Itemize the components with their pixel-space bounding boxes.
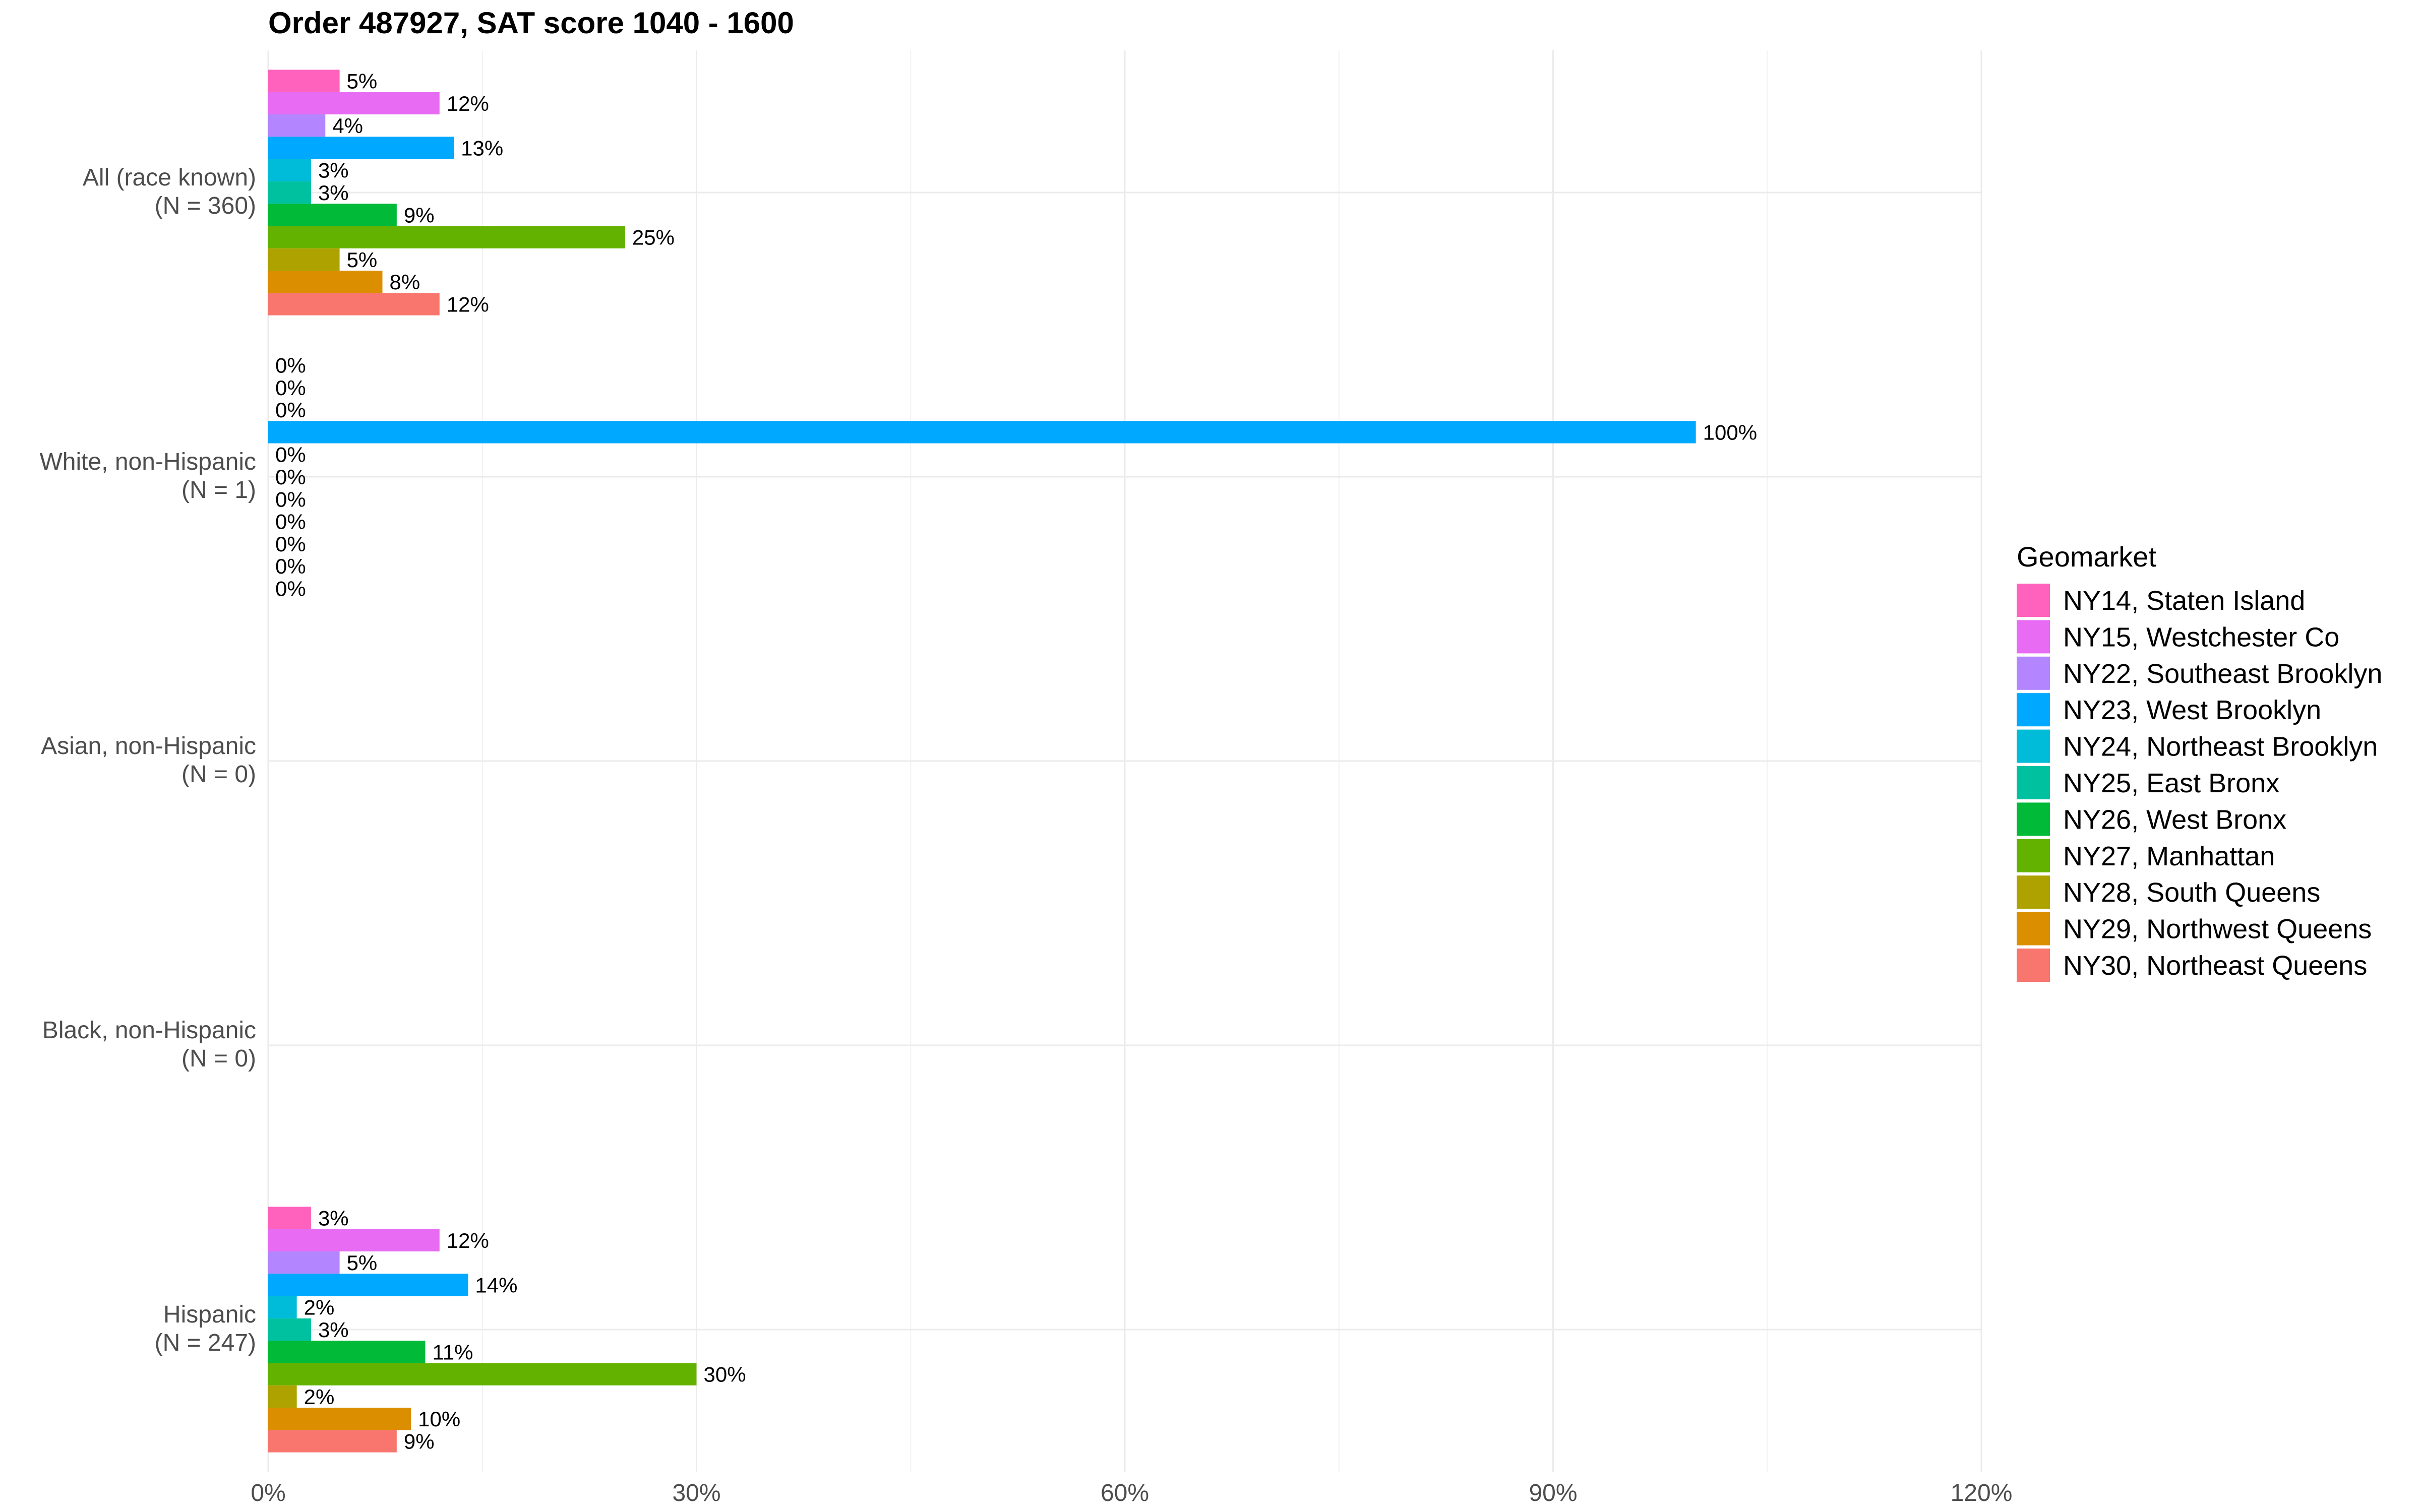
data-label: 13% xyxy=(461,136,503,160)
legend-label: NY25, East Bronx xyxy=(2063,768,2279,798)
data-label: 0% xyxy=(275,398,306,422)
category-label: Black, non-Hispanic (N = 0) xyxy=(42,1017,256,1072)
data-label: 4% xyxy=(332,114,363,138)
data-label: 12% xyxy=(447,293,489,317)
x-tick-label: 60% xyxy=(1101,1480,1149,1506)
bar xyxy=(268,226,625,248)
bar xyxy=(268,1207,311,1229)
legend-key xyxy=(2017,839,2050,872)
bar xyxy=(268,1363,697,1385)
bar xyxy=(268,293,440,316)
bar xyxy=(268,204,397,226)
bar xyxy=(268,1274,468,1296)
legend-key xyxy=(2017,584,2050,617)
legend-label: NY23, West Brooklyn xyxy=(2063,695,2321,725)
data-label: 3% xyxy=(318,1207,349,1230)
bar xyxy=(268,421,1696,444)
category-labels: All (race known) (N = 360) White, non-Hisp… xyxy=(39,164,256,1356)
grid xyxy=(267,50,1982,1472)
x-tick-label: 90% xyxy=(1529,1480,1577,1506)
bar xyxy=(268,114,326,137)
chart-title: Order 487927, SAT score 1040 - 1600 xyxy=(268,6,794,40)
bar xyxy=(268,1341,426,1363)
data-label: 0% xyxy=(275,554,306,578)
category-label: All (race known) (N = 360) xyxy=(83,164,256,219)
data-label: 9% xyxy=(404,203,435,227)
x-tick-label: 30% xyxy=(672,1480,720,1506)
legend-label: NY30, Northeast Queens xyxy=(2063,951,2367,981)
category-label: Asian, non-Hispanic (N = 0) xyxy=(41,733,256,788)
legend-key xyxy=(2017,729,2050,763)
x-tick-label: 0% xyxy=(251,1480,285,1506)
legend-key xyxy=(2017,656,2050,690)
legend-key xyxy=(2017,620,2050,654)
legend-key xyxy=(2017,802,2050,836)
category-label: Hispanic (N = 247) xyxy=(155,1301,256,1356)
legend-label: NY27, Manhattan xyxy=(2063,841,2275,871)
data-label: 5% xyxy=(347,70,378,93)
legend-label: NY24, Northeast Brooklyn xyxy=(2063,732,2378,762)
data-label: 14% xyxy=(475,1273,517,1297)
bar xyxy=(268,1408,411,1430)
bar xyxy=(268,1318,311,1341)
legend-label: NY26, West Bronx xyxy=(2063,804,2286,835)
data-label: 3% xyxy=(318,1318,349,1342)
bar xyxy=(268,92,440,114)
legend-title: Geomarket xyxy=(2017,541,2156,573)
legend-label: NY28, South Queens xyxy=(2063,877,2320,908)
data-label: 30% xyxy=(704,1363,746,1387)
bar xyxy=(268,1251,340,1274)
data-label: 0% xyxy=(275,465,306,489)
legend-label: NY15, Westchester Co xyxy=(2063,622,2339,652)
data-label: 8% xyxy=(390,270,420,294)
data-label: 12% xyxy=(447,1229,489,1252)
bar xyxy=(268,70,340,92)
data-label: 5% xyxy=(347,1251,378,1275)
data-label: 3% xyxy=(318,159,349,182)
x-axis-ticks: 0% 30% 60% 90% 120% xyxy=(251,1480,2012,1506)
data-label: 0% xyxy=(275,577,306,601)
x-tick-label: 120% xyxy=(1951,1480,2013,1506)
data-label: 0% xyxy=(275,532,306,556)
bar xyxy=(268,248,340,271)
bars: 5%12%4%13%3%3%9%25%5%8%12%0%0%0%100%0%0%… xyxy=(268,70,1757,1454)
legend-key xyxy=(2017,693,2050,727)
data-label: 25% xyxy=(632,226,675,249)
data-label: 0% xyxy=(275,376,306,400)
legend-key xyxy=(2017,766,2050,799)
data-label: 0% xyxy=(275,354,306,377)
data-label: 11% xyxy=(432,1340,473,1364)
data-label: 0% xyxy=(275,443,306,467)
legend-key xyxy=(2017,949,2050,982)
legend-label: NY14, Staten Island xyxy=(2063,586,2305,616)
bar xyxy=(268,271,383,293)
bar xyxy=(268,181,311,204)
data-label: 12% xyxy=(447,92,489,115)
data-label: 0% xyxy=(275,510,306,534)
bar xyxy=(268,159,311,181)
legend: Geomarket NY14, Staten Island NY15, Westch… xyxy=(2017,541,2382,982)
bar xyxy=(268,1296,297,1318)
bar xyxy=(268,1430,397,1453)
data-label: 0% xyxy=(275,487,306,511)
data-label: 10% xyxy=(418,1407,460,1431)
bar xyxy=(268,137,454,159)
data-label: 100% xyxy=(1703,420,1757,444)
bar xyxy=(268,1229,440,1251)
legend-label: NY22, Southeast Brooklyn xyxy=(2063,659,2382,689)
legend-key xyxy=(2017,875,2050,909)
data-label: 2% xyxy=(304,1296,335,1319)
legend-label: NY29, Northwest Queens xyxy=(2063,914,2372,944)
category-label: White, non-Hispanic (N = 1) xyxy=(39,449,256,503)
data-label: 2% xyxy=(304,1385,335,1409)
data-label: 3% xyxy=(318,181,349,205)
data-label: 5% xyxy=(347,248,378,272)
legend-key xyxy=(2017,912,2050,946)
data-label: 9% xyxy=(404,1430,435,1454)
bar xyxy=(268,1385,297,1408)
